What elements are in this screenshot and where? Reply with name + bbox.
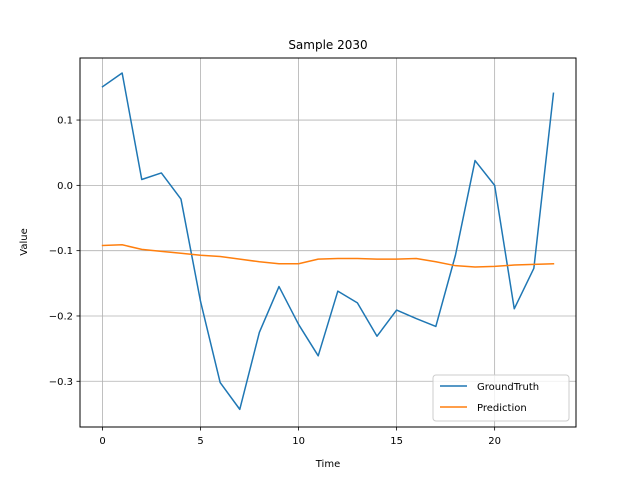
series-line-prediction (101, 244, 555, 268)
y-tick-label: 0.0 (57, 181, 73, 192)
y-tick-label: −0.2 (49, 311, 73, 322)
y-tick-label: −0.1 (49, 246, 73, 257)
y-tick-label: 0.1 (57, 116, 73, 127)
x-tick-label: 15 (390, 436, 403, 447)
y-axis-label: Value (19, 228, 30, 255)
series-line-groundtruth (101, 72, 555, 411)
legend-label-prediction: Prediction (477, 403, 527, 414)
legend: GroundTruth Prediction (432, 374, 570, 422)
y-axis-ticks: −0.3 −0.2 −0.1 0.0 0.1 (49, 116, 80, 388)
x-axis-ticks: 0 5 10 15 20 (99, 427, 501, 447)
plot-area-frame (79, 57, 577, 428)
legend-label-groundtruth: GroundTruth (477, 382, 539, 393)
x-tick-label: 0 (99, 436, 105, 447)
x-tick-label: 5 (197, 436, 203, 447)
x-tick-label: 10 (292, 436, 305, 447)
grid (80, 58, 576, 427)
chart-title: Sample 2030 (288, 38, 367, 52)
x-tick-label: 20 (488, 436, 501, 447)
y-tick-label: −0.3 (49, 377, 73, 388)
x-axis-label: Time (315, 459, 340, 470)
series-lines (101, 72, 555, 411)
